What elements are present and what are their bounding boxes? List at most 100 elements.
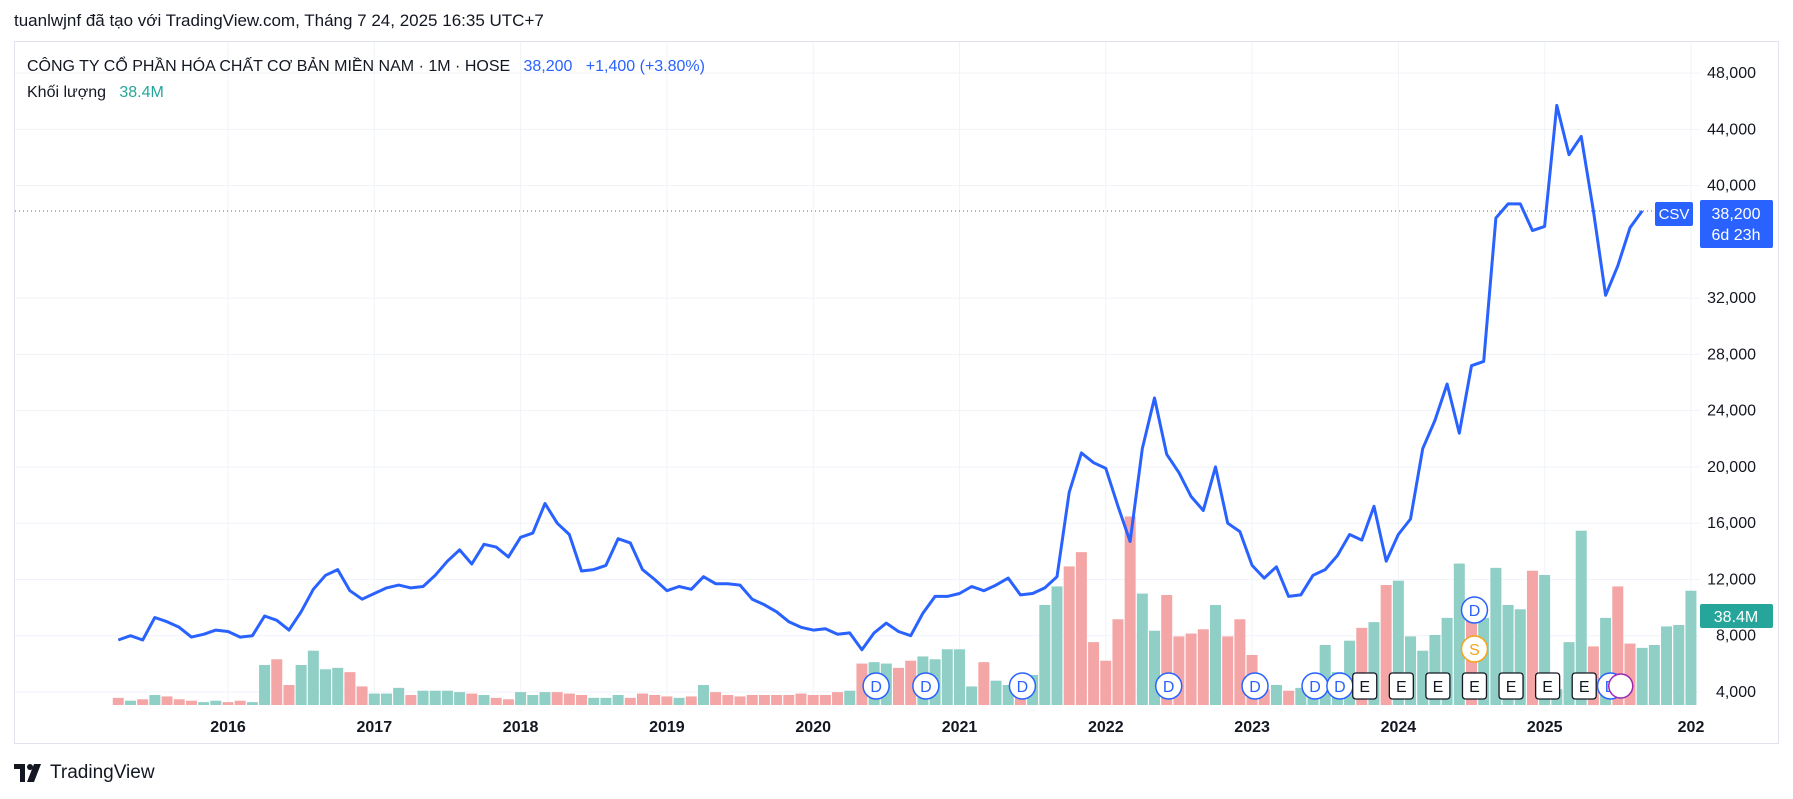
volume-bar — [332, 667, 344, 705]
volume-bar — [137, 699, 149, 705]
earnings-marker-icon[interactable] — [1498, 672, 1524, 700]
volume-bar — [1100, 660, 1112, 705]
volume-tag-bg — [1700, 604, 1773, 628]
event-marker-label: E — [1433, 679, 1444, 696]
volume-bar — [1526, 570, 1538, 705]
volume-bar — [722, 695, 734, 705]
volume-bar — [1234, 619, 1246, 705]
volume-bar — [1600, 617, 1612, 705]
price-tick-label: 8,000 — [1716, 628, 1756, 645]
earnings-marker-icon[interactable] — [1461, 672, 1488, 700]
price-tick-label: 40,000 — [1707, 178, 1756, 195]
earnings-marker-icon[interactable] — [1388, 672, 1414, 700]
earnings-marker-icon[interactable] — [1571, 672, 1597, 700]
volume-bar — [380, 693, 392, 705]
volume-bar — [1149, 630, 1161, 705]
volume-bar — [661, 696, 673, 705]
volume-bar — [259, 665, 271, 705]
event-marker-label: E — [1579, 679, 1590, 696]
dividend-marker-icon[interactable] — [1241, 672, 1269, 700]
volume-bar — [356, 686, 368, 705]
legend-interval: 1M — [428, 58, 451, 75]
volume-bar — [966, 686, 978, 705]
volume-bar — [1575, 530, 1587, 705]
chart-frame[interactable] — [14, 41, 1779, 744]
volume-bar — [1636, 647, 1648, 705]
earnings-marker-icon[interactable] — [1425, 672, 1451, 700]
volume-bar — [222, 702, 234, 705]
price-tick-label: 32,000 — [1707, 290, 1756, 307]
volume-bar — [1319, 645, 1331, 705]
year-tick-label: 202 — [1678, 719, 1705, 736]
dividend-marker-icon[interactable] — [1460, 596, 1489, 624]
volume-bar — [1088, 642, 1100, 705]
price-tags: CSV 38,200 6d 23h 38.4M — [1655, 200, 1773, 628]
volume-bar — [685, 696, 697, 705]
volume-bar — [429, 690, 441, 705]
event-marker-label: D — [1469, 603, 1481, 620]
volume-bar — [612, 695, 624, 705]
volume-bar — [576, 695, 588, 705]
event-marker-label: D — [870, 679, 882, 696]
volume-bar — [905, 660, 917, 705]
event-marker-label: D — [1334, 679, 1346, 696]
year-tick-label: 2022 — [1088, 719, 1124, 736]
volume-bar — [161, 696, 173, 705]
volume-bar — [344, 672, 356, 705]
grid-lines — [15, 42, 1700, 705]
earnings-marker-icon[interactable] — [1352, 672, 1378, 700]
volume-bar — [271, 659, 283, 705]
dividend-marker-icon[interactable] — [1008, 672, 1037, 700]
year-tick-label: 2020 — [795, 719, 831, 736]
volume-bar — [624, 697, 636, 705]
volume-bar — [185, 700, 197, 705]
volume-bar — [1222, 636, 1234, 705]
legend-volume-value: 38.4M — [119, 84, 164, 101]
legend-volume-row[interactable]: Khối lượng 38.4M — [27, 80, 705, 106]
volume-bar — [1002, 685, 1014, 705]
split-marker-icon[interactable] — [1460, 635, 1489, 663]
volume-bar — [1161, 595, 1173, 705]
price-tick-label: 12,000 — [1707, 571, 1756, 588]
volume-bar — [990, 680, 1002, 705]
year-tick-label: 2016 — [210, 719, 246, 736]
volume-bar — [1380, 585, 1392, 705]
volume-bar — [539, 692, 551, 705]
year-tick-label: 2023 — [1234, 719, 1270, 736]
volume-bar — [795, 693, 807, 705]
volume-bar — [697, 685, 709, 705]
tradingview-brand[interactable]: TradingView — [14, 762, 155, 784]
event-marker-label: E — [1396, 679, 1407, 696]
volume-bar — [1441, 617, 1453, 705]
volume-bar — [515, 692, 527, 705]
ticker-tag-label: CSV — [1659, 206, 1690, 223]
volume-bar — [563, 693, 575, 705]
event-marker-icon[interactable] — [1608, 673, 1634, 699]
volume-bar — [405, 695, 417, 705]
volume-bar — [149, 695, 161, 705]
volume-bar — [490, 697, 502, 705]
dividend-marker-icon[interactable] — [862, 672, 890, 700]
dividend-marker-icon[interactable] — [1154, 672, 1183, 700]
volume-bar — [1368, 622, 1380, 705]
price-tick-label: 16,000 — [1707, 515, 1756, 532]
earnings-marker-icon[interactable] — [1534, 672, 1561, 700]
volume-bar — [893, 667, 905, 705]
chart-legend: CÔNG TY CỔ PHẦN HÓA CHẤT CƠ BẢN MIỀN NAM… — [27, 54, 705, 106]
volume-bar — [1673, 625, 1685, 705]
event-marker-label: E — [1359, 679, 1370, 696]
volume-bar — [783, 695, 795, 705]
volume-bar — [758, 695, 770, 705]
volume-bar — [210, 700, 222, 705]
legend-exchange: HOSE — [464, 58, 511, 75]
volume-bar — [198, 702, 210, 705]
volume-bar — [832, 692, 844, 705]
legend-sep: · — [455, 58, 461, 75]
volume-bar — [124, 700, 136, 705]
volume-bar — [1612, 586, 1624, 705]
volume-bar — [1124, 516, 1136, 705]
year-tick-label: 2025 — [1527, 719, 1563, 736]
dividend-marker-icon[interactable] — [912, 672, 940, 700]
legend-symbol-row[interactable]: CÔNG TY CỔ PHẦN HÓA CHẤT CƠ BẢN MIỀN NAM… — [27, 54, 705, 80]
